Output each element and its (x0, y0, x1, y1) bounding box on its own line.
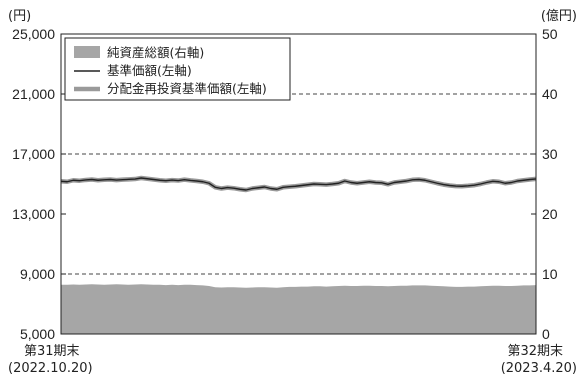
left-tick-label: 13,000 (12, 206, 55, 222)
nav-price-line (60, 177, 537, 191)
legend-label-net-assets: 純資産総額(右軸) (107, 45, 204, 60)
right-tick-label: 50 (542, 26, 558, 42)
x-end-date: (2023.4.20) (501, 361, 577, 375)
right-tick-label: 40 (542, 86, 558, 102)
left-tick-label: 9,000 (20, 266, 55, 282)
left-tick-label: 21,000 (12, 86, 55, 102)
legend: 純資産総額(右軸) 基準価額(左軸) 分配金再投資基準価額(左軸) (64, 37, 291, 101)
left-tick-label: 5,000 (20, 326, 55, 342)
plot-frame (60, 33, 537, 335)
left-axis-unit: (円) (8, 9, 31, 24)
left-axis: 25,000 21,000 17,000 13,000 9,000 5,000 (12, 26, 66, 342)
x-start-date: (2022.10.20) (8, 361, 93, 375)
net-assets-area (61, 284, 536, 334)
right-tick-label: 30 (542, 146, 558, 162)
x-start-label: 第31期末 (24, 344, 80, 359)
x-end-label: 第32期末 (507, 344, 563, 359)
legend-swatch-area (74, 46, 100, 58)
right-tick-label: 10 (542, 266, 558, 282)
legend-label-nav: 基準価額(左軸) (107, 63, 192, 78)
left-tick-label: 17,000 (12, 146, 55, 162)
right-axis: 50 40 30 20 10 0 (531, 26, 558, 342)
right-axis-unit: (億円) (541, 8, 577, 24)
right-tick-label: 20 (542, 206, 558, 222)
legend-label-reinvest: 分配金再投資基準価額(左軸) (107, 81, 267, 96)
right-tick-label: 0 (542, 326, 550, 342)
left-tick-label: 25,000 (12, 26, 55, 42)
legend-box (64, 37, 291, 101)
